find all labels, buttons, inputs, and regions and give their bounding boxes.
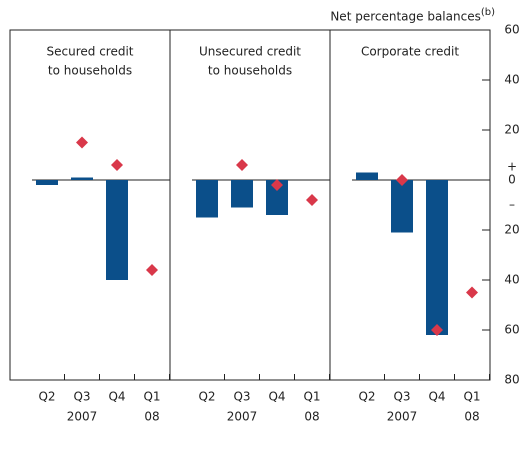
diamond-marker [236, 159, 248, 171]
bar [266, 180, 288, 215]
panel-title: Unsecured credit [199, 45, 301, 59]
x-tick-label: Q1 [143, 390, 160, 404]
x-tick-label: Q2 [198, 390, 215, 404]
panel-title: Corporate credit [361, 45, 459, 59]
sign-label: + [507, 160, 517, 174]
sign-label: – [509, 198, 515, 212]
x-tick-label: Q4 [268, 390, 285, 404]
plot-frame [9, 29, 491, 381]
bar [196, 180, 218, 218]
x-tick-label: Q1 [303, 390, 320, 404]
x-tick-label: Q3 [233, 390, 250, 404]
diamond-marker [76, 136, 88, 149]
x-year-label: 2007 [67, 410, 98, 424]
bar [391, 180, 413, 233]
diamond-marker [431, 324, 443, 336]
y-tick-label: 20 [504, 223, 519, 237]
y-tick-label: 60 [504, 323, 519, 337]
diamond-marker [396, 174, 408, 186]
bar [106, 180, 128, 280]
bar [426, 180, 448, 335]
bar [231, 180, 253, 208]
x-year-label: 08 [464, 410, 479, 424]
diamond-marker [306, 194, 318, 206]
panel-title: to households [208, 64, 292, 78]
y-tick-label: 40 [504, 73, 519, 87]
x-year-label: 2007 [387, 410, 418, 424]
x-tick-label: Q4 [108, 390, 125, 404]
bar [71, 177, 93, 180]
x-tick-label: Q2 [38, 390, 55, 404]
y-axis-label-note: (b) [481, 7, 495, 18]
y-tick-label: 0 [508, 173, 516, 187]
panel-title: to households [48, 64, 132, 78]
bar [356, 172, 378, 180]
x-year-label: 2007 [227, 410, 258, 424]
x-tick-label: Q3 [393, 390, 410, 404]
x-tick-label: Q4 [428, 390, 445, 404]
diamond-marker [271, 179, 283, 191]
x-tick-label: Q2 [358, 390, 375, 404]
diamond-marker [111, 159, 123, 171]
y-tick-label: 60 [504, 23, 519, 37]
y-tick-label: 80 [504, 373, 519, 387]
y-axis-label: Net percentage balances(b) [330, 7, 495, 24]
diamond-marker [146, 264, 158, 276]
y-tick-label: 20 [504, 123, 519, 137]
x-tick-label: Q1 [463, 390, 480, 404]
y-tick-label: 40 [504, 273, 519, 287]
panel-title: Secured credit [47, 45, 134, 59]
x-year-label: 08 [144, 410, 159, 424]
x-year-label: 08 [304, 410, 319, 424]
x-tick-label: Q3 [73, 390, 90, 404]
bar [36, 180, 58, 185]
diamond-marker [466, 286, 478, 299]
